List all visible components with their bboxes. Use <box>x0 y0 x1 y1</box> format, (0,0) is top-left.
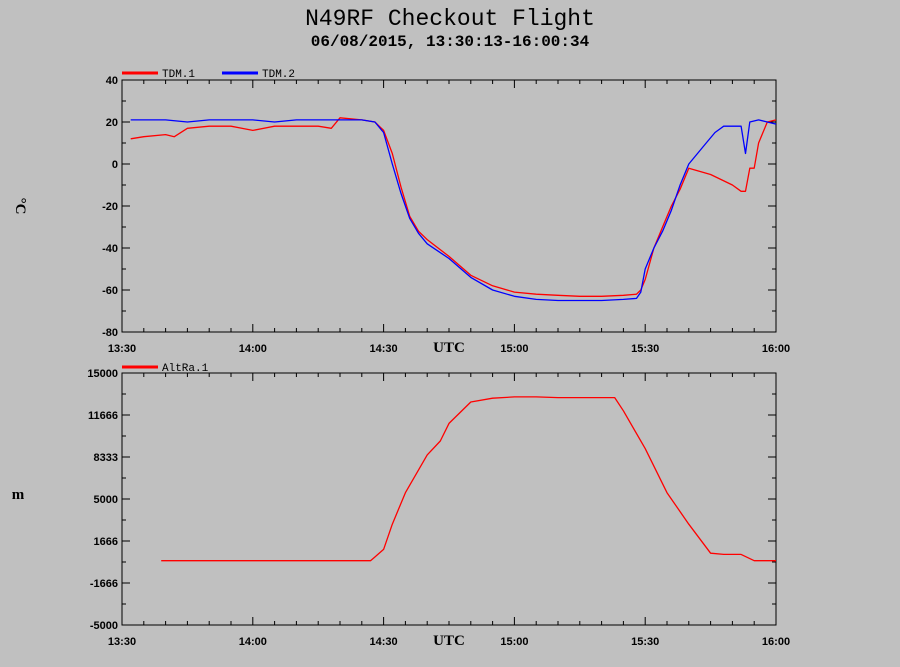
y-tick-label: 1666 <box>94 536 118 548</box>
series-line-altra1 <box>161 396 776 562</box>
y-axis-label: m <box>12 487 25 503</box>
y-tick-label: 8333 <box>94 452 118 464</box>
x-tick-label: 13:30 <box>108 343 136 355</box>
y-tick-label: 11666 <box>88 410 118 422</box>
x-axis-label: UTC <box>433 633 465 649</box>
y-axis-label: °C <box>12 198 28 215</box>
y-tick-label: 15000 <box>87 368 118 380</box>
x-tick-label: 15:30 <box>631 343 659 355</box>
legend-label: AltRa.1 <box>162 363 209 375</box>
y-tick-label: -60 <box>102 285 118 297</box>
x-tick-label: 14:30 <box>370 636 398 648</box>
x-tick-label: 14:00 <box>239 636 267 648</box>
x-tick-label: 13:30 <box>108 636 136 648</box>
temperature-panel: 13:30 14:00 14:30 15:00 15:30 16:00 -80 -60 -40 -… <box>12 69 790 356</box>
plot-frame <box>121 372 777 626</box>
y-tick-label: 0 <box>112 159 118 171</box>
x-tick-label: 14:00 <box>239 343 267 355</box>
y-tick-label: -1666 <box>90 578 118 590</box>
x-tick-label: 15:00 <box>500 343 528 355</box>
x-tick-label: 15:30 <box>631 636 659 648</box>
x-tick-label: 16:00 <box>762 343 790 355</box>
y-tick-label: 20 <box>106 117 118 129</box>
y-tick-label: 5000 <box>94 494 118 506</box>
y-tick-label: -40 <box>102 243 118 255</box>
legend-label: TDM.2 <box>262 69 295 81</box>
x-axis-label: UTC <box>433 340 465 356</box>
x-tick-label: 16:00 <box>762 636 790 648</box>
chart-title: N49RF Checkout Flight <box>305 6 595 32</box>
x-tick-label: 15:00 <box>500 636 528 648</box>
y-tick-label: -20 <box>102 201 118 213</box>
plot-frame <box>121 79 777 333</box>
legend-label: TDM.1 <box>162 69 195 81</box>
series-line-tdm1 <box>130 117 777 297</box>
x-tick-label: 14:30 <box>370 343 398 355</box>
y-tick-label: -80 <box>102 327 118 339</box>
altitude-panel: 13:30 14:00 14:30 15:00 15:30 16:00 -5000 -1666… <box>12 363 790 649</box>
chart-subtitle: 06/08/2015, 13:30:13-16:00:34 <box>311 33 590 51</box>
y-tick-label: 40 <box>106 75 118 87</box>
y-tick-label: -5000 <box>90 620 118 632</box>
series-line-tdm2 <box>130 119 777 302</box>
